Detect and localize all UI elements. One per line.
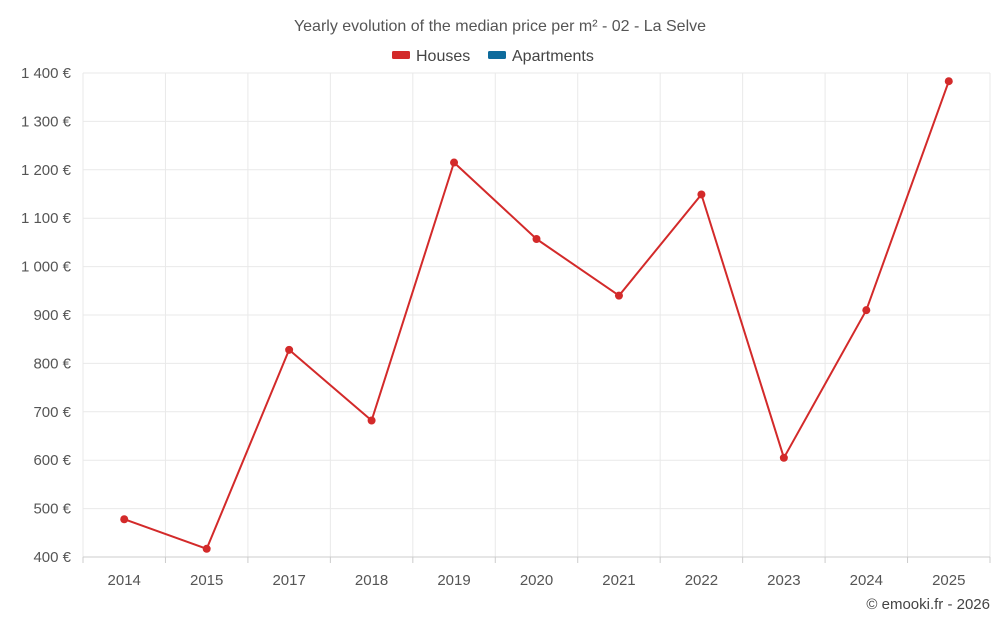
data-point-houses-2019[interactable] [450,158,459,167]
y-tick-label: 900 € [33,307,71,324]
y-tick-label: 700 € [33,404,71,421]
y-gridlines [83,72,990,558]
x-tick-label: 2017 [272,572,305,589]
series-points [120,77,953,553]
y-tick-label: 1 200 € [21,162,72,179]
chart-title: Yearly evolution of the median price per… [294,18,706,35]
y-tick-label: 800 € [33,355,71,372]
data-point-houses-2025[interactable] [944,77,953,86]
data-point-houses-2022[interactable] [697,190,706,199]
y-tick-label: 500 € [33,501,71,518]
y-tick-label: 400 € [33,549,71,566]
y-axis-tick-labels: 400 € 500 € 600 € 700 € 800 € 900 € 1 000 € 1 1… [21,65,72,566]
data-point-houses-2018[interactable] [367,416,376,425]
axes [82,556,991,563]
x-tick-label: 2018 [355,572,388,589]
x-tick-label: 2022 [685,572,718,589]
legend-swatch-apartments [488,51,506,59]
data-point-houses-2015[interactable] [202,544,211,553]
credit-text: © emooki.fr - 2026 [866,596,990,613]
data-point-houses-2024[interactable] [862,306,871,315]
y-tick-label: 1 300 € [21,113,72,130]
x-axis-tick-labels: 2014 2015 2017 2018 2019 2020 2021 2022 2023 2024… [108,572,966,589]
x-tick-label: 2024 [850,572,883,589]
legend-item-apartments[interactable]: Apartments [488,48,594,65]
data-point-houses-2017[interactable] [285,345,294,354]
legend-item-houses[interactable]: Houses [392,48,470,65]
data-point-houses-2014[interactable] [120,515,129,524]
legend-label-apartments: Apartments [512,48,594,65]
legend: Houses Apartments [392,48,594,65]
legend-label-houses: Houses [416,48,470,65]
y-tick-label: 600 € [33,452,71,469]
x-tick-label: 2025 [932,572,965,589]
x-tick-label: 2015 [190,572,223,589]
x-tick-label: 2020 [520,572,553,589]
x-tick-label: 2014 [108,572,141,589]
y-tick-label: 1 000 € [21,259,72,276]
data-point-houses-2020[interactable] [532,235,541,244]
x-tick-label: 2023 [767,572,800,589]
x-tick-label: 2019 [437,572,470,589]
legend-swatch-houses [392,51,410,59]
data-point-houses-2023[interactable] [779,453,788,462]
x-gridlines [82,73,991,557]
y-tick-label: 1 400 € [21,65,72,82]
data-point-houses-2021[interactable] [614,291,623,300]
x-tick-label: 2021 [602,572,635,589]
y-tick-label: 1 100 € [21,210,72,227]
